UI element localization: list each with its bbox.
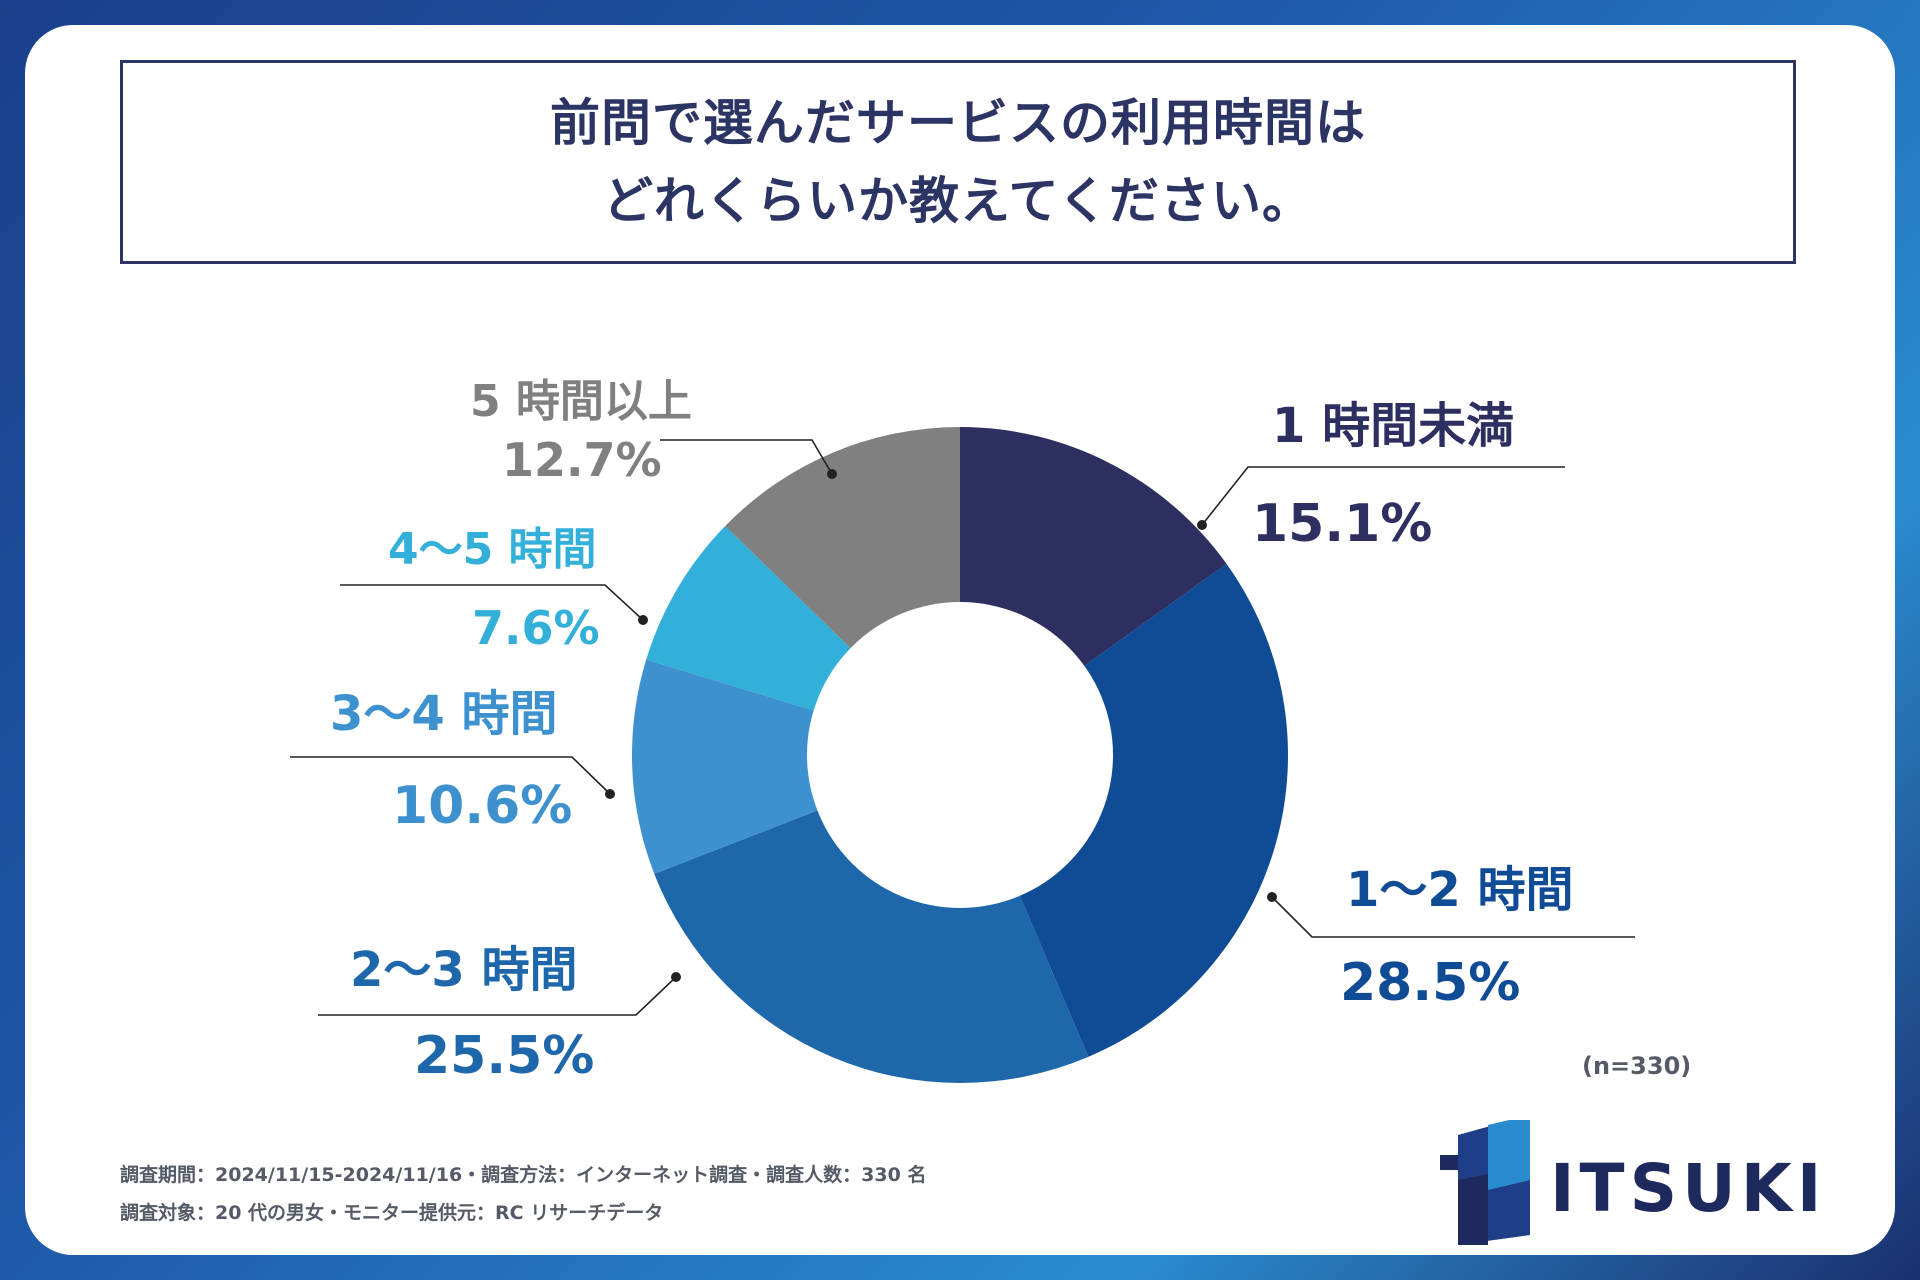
label-3-value-wrap: 25.5%: [414, 1024, 594, 1088]
donut-slice-4: [632, 659, 960, 874]
logo-mark: [1440, 1120, 1530, 1245]
label-4-category: 3〜4 時間: [330, 686, 558, 742]
label-3-value: 25.5%: [414, 1026, 595, 1086]
chart-leader-dots: [605, 469, 1277, 982]
leader-line-4: [290, 756, 611, 795]
label-5-category: 4〜5 時間: [388, 524, 597, 575]
label-1: 1 時間未満: [1200, 396, 1514, 456]
leader-dot-6: [827, 469, 837, 479]
label-6-value-wrap: 12.7%: [502, 428, 662, 492]
title-line-1: 前問で選んだサービスの利用時間は: [550, 94, 1366, 152]
leader-line-3: [318, 976, 677, 1016]
leader-line-6: [660, 439, 833, 475]
sample-size-note: (n=330): [1582, 1052, 1692, 1080]
footer-line-2: 調査対象：20 代の男女・モニター提供元：RC リサーチデータ: [120, 1202, 664, 1224]
title-line-2: どれくらいか教えてください。: [603, 172, 1313, 230]
logo-text: ITSUKI: [1550, 1150, 1827, 1227]
label-1-value: 15.1%: [1252, 494, 1433, 554]
footer-line-1: 調査期間：2024/11/15-2024/11/16・調査方法：インターネット調…: [120, 1164, 927, 1186]
leader-line-5: [340, 584, 644, 621]
leader-dot-4: [605, 789, 615, 799]
label-2-value-wrap: 28.5%: [1340, 951, 1520, 1015]
label-4-value-wrap: 10.6%: [392, 774, 572, 838]
label-6-value: 12.7%: [502, 433, 662, 487]
label-2-category-wrap: 1〜2 時間: [1346, 860, 1574, 920]
leader-dot-5: [638, 615, 648, 625]
leader-dot-3: [671, 972, 681, 982]
donut-hole: [807, 602, 1113, 908]
leader-dot-1: [1197, 520, 1207, 530]
label-3-category: 2〜3 時間: [350, 942, 578, 998]
donut-slice-2: [960, 563, 1288, 1057]
chart-leader-lines: [290, 439, 1635, 1016]
label-6-category-wrap: 5 時間以上: [470, 372, 692, 432]
label-1-category: 1 時間未満: [1272, 398, 1515, 454]
leader-line-1: [1201, 466, 1565, 526]
label-1-value-wrap: 15.1%: [1252, 492, 1432, 556]
label-5-value-wrap: 7.6%: [472, 596, 600, 660]
leader-dot-2: [1267, 892, 1277, 902]
label-4-category-wrap: 3〜4 時間: [330, 684, 558, 744]
label-6-category: 5 時間以上: [470, 376, 692, 427]
label-4-value: 10.6%: [392, 776, 573, 836]
leader-line-2: [1271, 896, 1635, 938]
label-3-category-wrap: 2〜3 時間: [350, 940, 578, 1000]
label-2-value: 28.5%: [1340, 953, 1521, 1013]
label-5-value: 7.6%: [472, 601, 600, 655]
title-box: 前問で選んだサービスの利用時間は どれくらいか教えてください。: [120, 60, 1796, 264]
label-5-category-wrap: 4〜5 時間: [388, 520, 597, 580]
label-2-category: 1〜2 時間: [1346, 862, 1574, 918]
